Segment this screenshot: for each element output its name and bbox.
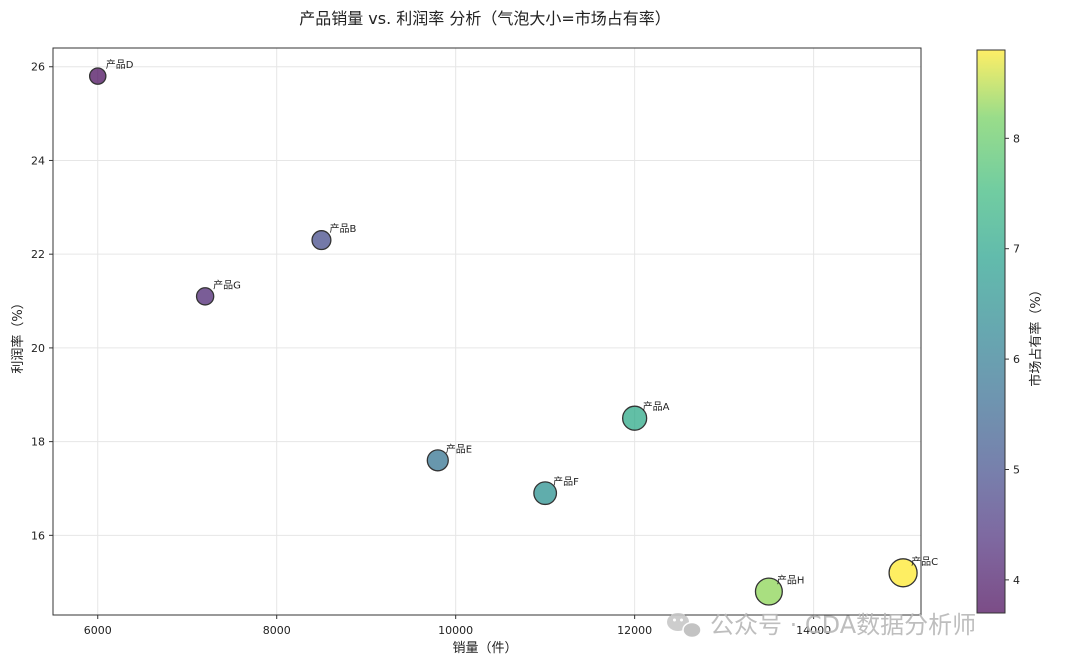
- colorbar-ticks: 4 5 6 7 8: [1005, 132, 1020, 587]
- colorbar-tick-label: 7: [1013, 243, 1020, 256]
- x-tick-label: 14000: [796, 624, 831, 637]
- data-point-label: 产品G: [213, 278, 241, 291]
- y-tick-label: 22: [31, 248, 45, 261]
- y-tick-label: 16: [31, 529, 45, 542]
- data-point: [754, 577, 783, 606]
- data-point-label: 产品E: [446, 442, 472, 455]
- colorbar-title: 市场占有率（%）: [1028, 283, 1044, 386]
- chart-title: 产品销量 vs. 利润率 分析（气泡大小=市场占有率）: [299, 9, 671, 28]
- y-axis-ticks: 16 18 20 22 24 26: [31, 61, 53, 542]
- data-point-label: 产品A: [643, 400, 670, 413]
- x-tick-label: 12000: [617, 624, 652, 637]
- colorbar-tick-label: 6: [1013, 353, 1020, 366]
- data-point-label: 产品B: [329, 222, 356, 235]
- point-labels: 产品A 产品B 产品C 产品D 产品E 产品F 产品G 产品H: [106, 58, 938, 586]
- watermark-text: 公众号 · CDA数据分析师: [710, 611, 976, 639]
- plot-frame: [52, 47, 922, 616]
- data-point: [426, 449, 449, 472]
- data-point: [311, 230, 332, 251]
- data-point-label: 产品C: [911, 555, 938, 568]
- data-point: [621, 405, 648, 431]
- y-tick-label: 24: [31, 154, 45, 167]
- x-axis-title: 销量（件）: [452, 641, 517, 656]
- colorbar-tick-label: 4: [1013, 574, 1020, 587]
- y-tick-label: 20: [31, 342, 45, 355]
- colorbar-tick-label: 5: [1013, 463, 1020, 476]
- wechat-icon: [667, 613, 702, 639]
- data-point-label: 产品F: [553, 475, 579, 488]
- y-tick-label: 26: [31, 61, 45, 74]
- grid: [53, 48, 921, 615]
- x-axis-ticks: 6000 8000 10000 12000 14000: [84, 615, 831, 637]
- data-point: [888, 558, 918, 588]
- x-tick-label: 6000: [84, 624, 112, 637]
- data-point: [88, 67, 107, 85]
- data-point: [195, 287, 215, 306]
- data-point-label: 产品D: [106, 58, 134, 71]
- x-tick-label: 10000: [438, 624, 473, 637]
- colorbar: [976, 49, 1006, 614]
- data-points: [88, 67, 918, 606]
- x-tick-label: 8000: [263, 624, 291, 637]
- data-point: [533, 481, 558, 506]
- colorbar-tick-label: 8: [1013, 132, 1020, 145]
- data-point-label: 产品H: [777, 574, 805, 587]
- watermark: 公众号 · CDA数据分析师: [667, 611, 976, 639]
- y-tick-label: 18: [31, 436, 45, 449]
- y-axis-title: 利润率（%）: [10, 296, 26, 373]
